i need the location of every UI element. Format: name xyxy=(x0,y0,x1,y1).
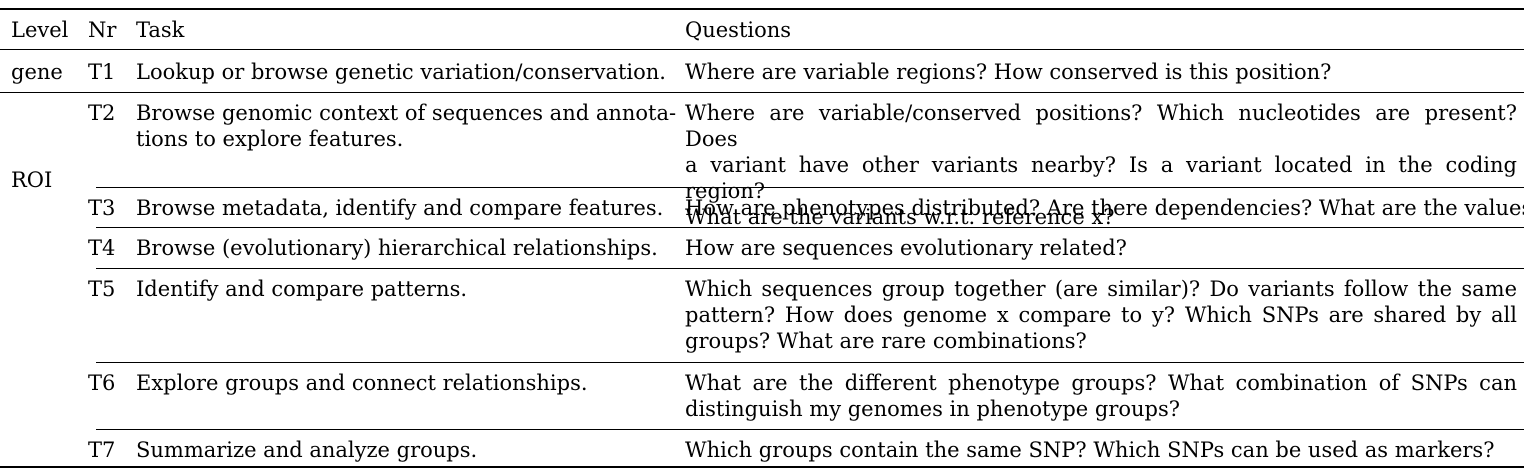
row-t7-task: Summarize and analyze groups. xyxy=(136,438,478,462)
row-t4-question: How are sequences evolutionary related? xyxy=(685,236,1127,260)
row-t3-task: Browse metadata, identify and compare fe… xyxy=(136,196,664,220)
row-t2-task-line1: Browse genomic context of sequences and … xyxy=(136,101,677,125)
row-t2-question-line2: a variant have other variants nearby? Is… xyxy=(685,153,1517,203)
table-top-rule xyxy=(0,8,1524,10)
header-nr: Nr xyxy=(88,18,117,42)
row-t2-question-line3: What are the variants w.r.t. reference x… xyxy=(685,205,1115,229)
row-t5-nr: T5 xyxy=(88,277,116,301)
row-t5-questions: Which sequences group together (are simi… xyxy=(685,276,1517,354)
level-roi: ROI xyxy=(11,168,53,192)
gene-roi-rule xyxy=(0,92,1524,93)
row-t4-nr: T4 xyxy=(88,236,116,260)
row-t3-question: How are phenotypes distributed? Are ther… xyxy=(685,196,1524,220)
row-t2-rule xyxy=(96,187,1524,188)
header-task: Task xyxy=(136,18,185,42)
row-t6-task: Explore groups and connect relationships… xyxy=(136,371,588,395)
header-questions: Questions xyxy=(685,18,792,42)
row-t3-nr: T3 xyxy=(88,196,116,220)
row-t6-question-line2: distinguish my genomes in phenotype grou… xyxy=(685,397,1181,421)
table-bottom-rule xyxy=(0,466,1524,468)
row-t3-rule xyxy=(96,227,1524,228)
row-t2-nr: T2 xyxy=(88,101,116,125)
row-t6-questions: What are the different phenotype groups?… xyxy=(685,370,1517,422)
row-t6-rule xyxy=(96,429,1524,430)
level-gene: gene xyxy=(11,60,63,84)
header-rule xyxy=(0,49,1524,50)
header-level: Level xyxy=(11,18,69,42)
row-t2-question-line1: Where are variable/conserved positions? … xyxy=(685,101,1517,151)
row-t5-task: Identify and compare patterns. xyxy=(136,277,468,301)
row-t4-rule xyxy=(96,268,1524,269)
row-t7-question: Which groups contain the same SNP? Which… xyxy=(685,438,1495,462)
row-t5-question-line3: groups? What are rare combinations? xyxy=(685,329,1087,353)
row-t6-question-line1: What are the different phenotype groups?… xyxy=(685,371,1517,395)
row-t6-nr: T6 xyxy=(88,371,116,395)
row-t5-question-line2: pattern? How does genome x compare to y?… xyxy=(685,303,1517,327)
row-t4-task: Browse (evolutionary) hierarchical relat… xyxy=(136,236,658,260)
row-t1-task: Lookup or browse genetic variation/conse… xyxy=(136,60,666,84)
row-t1-nr: T1 xyxy=(88,60,116,84)
row-t7-nr: T7 xyxy=(88,438,116,462)
row-t2-questions: Where are variable/conserved positions? … xyxy=(685,100,1517,230)
row-t5-rule xyxy=(96,362,1524,363)
row-t2-task-line2: tions to explore features. xyxy=(136,127,404,151)
row-t5-question-line1: Which sequences group together (are simi… xyxy=(685,277,1517,301)
row-t1-question: Where are variable regions? How conserve… xyxy=(685,60,1332,84)
